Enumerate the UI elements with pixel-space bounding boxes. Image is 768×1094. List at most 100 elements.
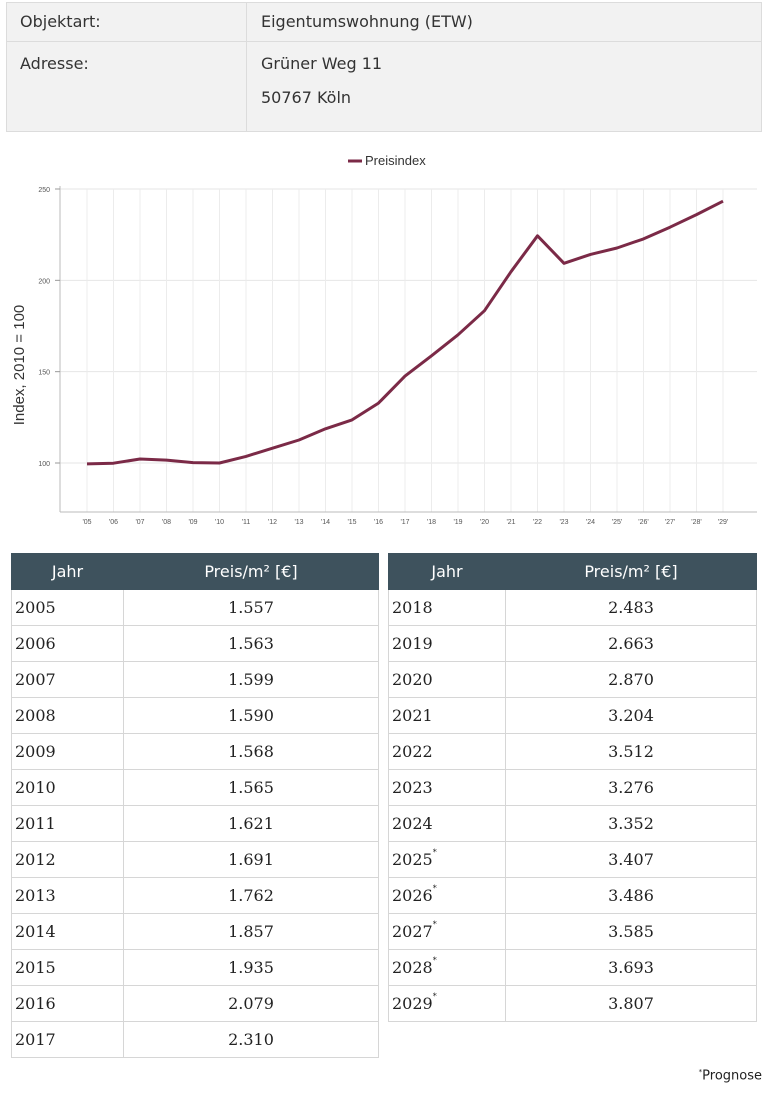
x-tick-label: '12 <box>268 519 277 526</box>
year-cell: 2021 <box>388 697 506 734</box>
forecast-marker: * <box>432 992 437 1001</box>
x-tick-label: '18 <box>427 519 436 526</box>
table-row: 2018 2.483 <box>388 589 757 626</box>
price-cell: 1.691 <box>123 841 379 878</box>
year-cell: 2012 <box>11 841 124 878</box>
x-tick-label: '09 <box>188 519 197 526</box>
table-row: 2017 2.310 <box>11 1021 379 1058</box>
year-text: 2025 <box>392 850 433 869</box>
forecast-footnote: *Prognose <box>699 1068 762 1083</box>
year-cell: 2008 <box>11 697 124 734</box>
year-text: 2023 <box>392 778 433 797</box>
y-tick-label: 150 <box>38 370 50 377</box>
chart-legend: Preisindex <box>348 153 426 168</box>
year-cell: 2028* <box>388 949 506 986</box>
table-row: 2019 2.663 <box>388 625 757 662</box>
price-cell: 1.762 <box>123 877 379 914</box>
price-cell: 3.512 <box>505 733 757 770</box>
table-row: 2014 1.857 <box>11 913 379 950</box>
table-row: 2022 3.512 <box>388 733 757 770</box>
column-header-year: Jahr <box>11 553 124 590</box>
year-cell: 2013 <box>11 877 124 914</box>
year-text: 2011 <box>15 814 56 833</box>
year-cell: 2026* <box>388 877 506 914</box>
x-tick-label: '20 <box>480 519 489 526</box>
price-cell: 2.483 <box>505 589 757 626</box>
x-tick-label: '14 <box>321 519 330 526</box>
price-cell: 1.568 <box>123 733 379 770</box>
year-text: 2022 <box>392 742 433 761</box>
table-row: 2005 1.557 <box>11 589 379 626</box>
year-cell: 2005 <box>11 589 124 626</box>
property-info-table: Objektart: Eigentumswohnung (ETW) Adress… <box>6 2 762 132</box>
year-text: 2014 <box>15 922 56 941</box>
y-tick-label: 250 <box>38 187 50 194</box>
year-cell: 2007 <box>11 661 124 698</box>
series-line-preisindex <box>86 199 724 466</box>
address-value: Grüner Weg 11 50767 Köln <box>247 42 762 132</box>
x-tick-label: '25' <box>612 519 622 526</box>
chart-grid <box>59 186 757 513</box>
year-text: 2029 <box>392 994 433 1013</box>
x-tick-label: '28' <box>691 519 701 526</box>
year-text: 2024 <box>392 814 433 833</box>
price-table-left: Jahr Preis/m² [€] 2005 1.557 2006 1.563 2007… <box>11 553 379 1058</box>
year-text: 2027 <box>392 922 433 941</box>
table-row: 2029* 3.807 <box>388 985 757 1022</box>
y-tick-label: 200 <box>38 278 50 285</box>
x-tick-label: '06 <box>109 519 118 526</box>
table-row: 2007 1.599 <box>11 661 379 698</box>
price-cell: 1.599 <box>123 661 379 698</box>
x-tick-label: '19 <box>453 519 462 526</box>
x-tick-label: '23 <box>559 519 568 526</box>
year-cell: 2029* <box>388 985 506 1022</box>
x-axis-ticks: '05 '06 '07 '08 '09 '10 '11 '12 '13 '14 '15 '16 '17 '… <box>82 519 728 526</box>
x-tick-label: '16 <box>374 519 383 526</box>
price-cell: 1.557 <box>123 589 379 626</box>
x-tick-label: '13 <box>294 519 303 526</box>
year-cell: 2016 <box>11 985 124 1022</box>
year-cell: 2020 <box>388 661 506 698</box>
column-header-price: Preis/m² [€] <box>123 553 379 590</box>
year-text: 2006 <box>15 634 56 653</box>
address-city: 50767 Köln <box>261 88 352 107</box>
year-cell: 2009 <box>11 733 124 770</box>
year-cell: 2010 <box>11 769 124 806</box>
year-text: 2009 <box>15 742 56 761</box>
x-tick-label: '08 <box>162 519 171 526</box>
price-cell: 3.585 <box>505 913 757 950</box>
x-tick-label: '21 <box>506 519 515 526</box>
year-cell: 2027* <box>388 913 506 950</box>
table-row: 2025* 3.407 <box>388 841 757 878</box>
year-cell: 2018 <box>388 589 506 626</box>
table-row: 2015 1.935 <box>11 949 379 986</box>
price-cell: 3.276 <box>505 769 757 806</box>
x-tick-label: '22 <box>533 519 542 526</box>
year-text: 2021 <box>392 706 433 725</box>
table-row: 2010 1.565 <box>11 769 379 806</box>
year-cell: 2025* <box>388 841 506 878</box>
x-tick-label: '17 <box>400 519 409 526</box>
x-tick-label: '07 <box>135 519 144 526</box>
year-cell: 2014 <box>11 913 124 950</box>
table-row: 2027* 3.585 <box>388 913 757 950</box>
footnote-text: Prognose <box>702 1068 762 1084</box>
year-cell: 2022 <box>388 733 506 770</box>
x-tick-label: '26' <box>638 519 648 526</box>
column-header-price: Preis/m² [€] <box>505 553 757 590</box>
year-text: 2028 <box>392 958 433 977</box>
x-tick-label: '11 <box>242 519 251 526</box>
table-row: 2026* 3.486 <box>388 877 757 914</box>
price-cell: 3.352 <box>505 805 757 842</box>
price-cell: 3.204 <box>505 697 757 734</box>
price-cell: 2.870 <box>505 661 757 698</box>
price-cell: 1.565 <box>123 769 379 806</box>
price-cell: 1.935 <box>123 949 379 986</box>
legend-label: Preisindex <box>365 153 426 168</box>
x-tick-label: '15 <box>347 519 356 526</box>
price-table-right: Jahr Preis/m² [€] 2018 2.483 2019 2.663 2020… <box>388 553 757 1022</box>
table-row: 2009 1.568 <box>11 733 379 770</box>
table-row: 2016 2.079 <box>11 985 379 1022</box>
address-street: Grüner Weg 11 <box>261 54 383 73</box>
